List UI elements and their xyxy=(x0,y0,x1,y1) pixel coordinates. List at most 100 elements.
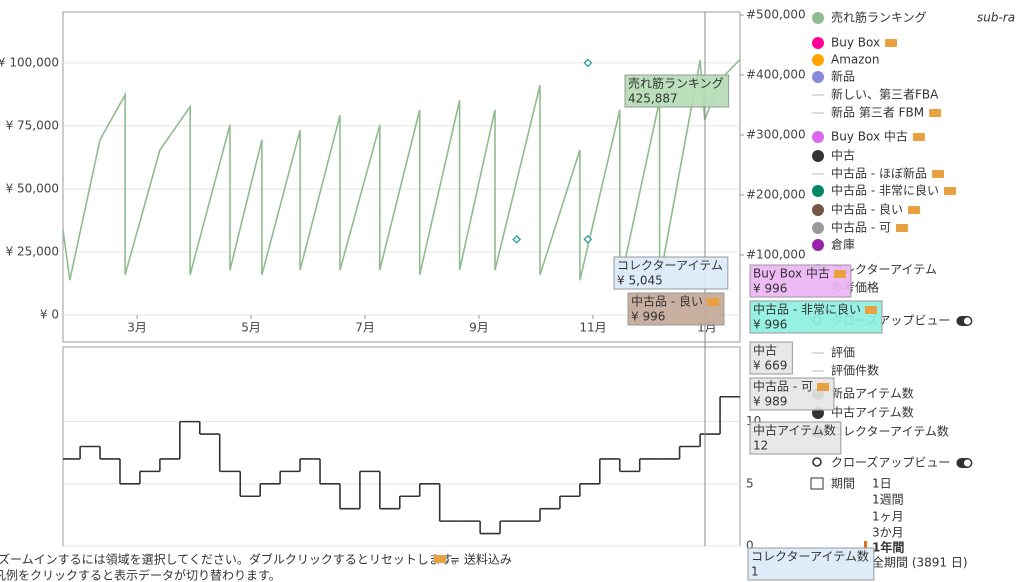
tooltip-box xyxy=(747,547,875,581)
truck-icon xyxy=(864,306,877,314)
tooltip-value: 12 xyxy=(753,439,768,453)
period-label: 期間 xyxy=(831,477,855,491)
truck-icon xyxy=(931,170,944,178)
tooltip-title: 中古 xyxy=(753,343,777,358)
period-option[interactable]: 1日 xyxy=(872,477,892,491)
truck-icon xyxy=(816,383,829,391)
truck-icon xyxy=(929,109,942,117)
tooltip-title: 中古品 - 非常に良い xyxy=(753,302,861,317)
legend-label[interactable]: 中古品 - 非常に良い xyxy=(831,183,939,198)
tooltip-box xyxy=(613,256,729,290)
legend-label[interactable]: 新品アイテム数 xyxy=(831,386,914,401)
legend-marker xyxy=(812,54,824,66)
legend-label[interactable]: 評価 xyxy=(831,345,855,360)
toggle-knob xyxy=(963,317,971,325)
data-point xyxy=(583,234,593,244)
tooltip-title: 中古品 - 可 xyxy=(753,379,813,394)
y-tick-label: ¥ 0 xyxy=(40,308,59,322)
closeup-label[interactable]: クローズアップビュー xyxy=(831,455,950,470)
tooltip-box xyxy=(624,74,730,108)
legend-marker xyxy=(812,204,824,216)
tooltip-value: ¥ 996 xyxy=(631,310,665,324)
shipping-note: = 送料込み xyxy=(450,552,512,567)
legend-marker xyxy=(812,185,824,197)
tooltip-value: ¥ 5,045 xyxy=(617,274,663,288)
x-tick-label: 7月 xyxy=(355,321,375,335)
y2-tick-label: #400,000 xyxy=(746,68,806,82)
period-option[interactable]: 1週間 xyxy=(872,493,904,507)
calendar-icon xyxy=(810,477,824,490)
tooltip: 中古¥ 669 xyxy=(749,341,793,375)
x-tick-label: 11月 xyxy=(579,321,606,335)
period-option[interactable]: 1年間 xyxy=(872,540,904,555)
y-tick-label: 0 xyxy=(746,539,754,553)
series-line xyxy=(62,58,741,286)
legend-label[interactable]: 倉庫 xyxy=(831,237,855,252)
legend-marker xyxy=(812,37,824,49)
search-icon xyxy=(812,457,822,467)
legend-marker xyxy=(812,71,824,83)
legend-label[interactable]: コレクターアイテム xyxy=(831,263,937,277)
legend-label[interactable]: 中古品 - 良い xyxy=(831,202,903,217)
tooltip-value: 425,887 xyxy=(628,92,678,106)
truck-icon xyxy=(895,224,908,232)
tooltip-box xyxy=(749,377,835,411)
zoom-hint: ズームインするには領域を選択してください。ダブルクリックするとリセットします。 xyxy=(0,552,464,567)
truck-icon xyxy=(943,187,956,195)
legend-marker xyxy=(812,239,824,251)
tooltip-title: 売れ筋ランキング xyxy=(628,76,724,91)
top-frame xyxy=(62,11,741,343)
toggle-knob xyxy=(963,459,971,467)
y-tick-label: 5 xyxy=(746,476,754,490)
legend-label[interactable]: コレクターアイテム数 xyxy=(831,424,949,439)
x-tick-label: 9月 xyxy=(469,321,489,335)
tooltip: Buy Box 中古¥ 996 xyxy=(749,264,852,298)
legend-label[interactable]: 評価件数 xyxy=(831,363,879,378)
tooltip-box xyxy=(749,341,793,375)
legend-label[interactable]: 中古 xyxy=(831,148,855,163)
tooltip-box xyxy=(749,300,883,334)
sort-label: sub-ra xyxy=(977,11,1015,25)
legend-label[interactable]: 売れ筋ランキング xyxy=(831,10,927,25)
y-tick-label: ¥ 75,000 xyxy=(6,118,59,132)
y2-tick-label: #500,000 xyxy=(746,8,806,22)
legend-label[interactable]: 中古品 - 可 xyxy=(831,220,891,235)
tooltip-box xyxy=(749,421,842,455)
tooltip: 中古品 - 非常に良い¥ 996 xyxy=(749,300,883,334)
tooltip-value: 1 xyxy=(751,565,759,579)
tooltip-title: 中古品 - 良い xyxy=(631,294,703,309)
legend-label[interactable]: 新品 xyxy=(831,69,855,84)
tooltip-value: ¥ 669 xyxy=(753,359,787,373)
legend-label[interactable]: 新しい、第三者FBA xyxy=(831,87,939,102)
tooltip-value: ¥ 996 xyxy=(753,318,787,332)
y-tick-label: ¥ 50,000 xyxy=(6,181,59,195)
tooltip: 中古品 - 可¥ 989 xyxy=(749,377,835,411)
legend-label[interactable]: Buy Box xyxy=(831,36,880,50)
tooltip: コレクターアイテム¥ 5,045 xyxy=(613,256,729,290)
truck-icon xyxy=(885,39,898,47)
y-tick-label: ¥ 25,000 xyxy=(6,244,59,258)
legend-marker xyxy=(812,222,824,234)
legend-label[interactable]: Amazon xyxy=(831,53,880,67)
legend-marker xyxy=(812,150,824,162)
truck-icon xyxy=(912,133,925,141)
y2-tick-label: #300,000 xyxy=(746,128,806,142)
y2-tick-label: #100,000 xyxy=(746,248,806,262)
tooltip-title: コレクターアイテム xyxy=(617,259,723,273)
period-option[interactable]: 全期間 (3891 日) xyxy=(872,555,968,570)
truck-icon xyxy=(833,270,846,278)
legend-label[interactable]: Buy Box 中古 xyxy=(831,129,908,144)
tooltip-title: 中古アイテム数 xyxy=(753,423,836,438)
truck-icon xyxy=(706,298,719,306)
period-option[interactable]: 3か月 xyxy=(872,526,904,540)
truck-icon xyxy=(434,555,446,563)
legend-label[interactable]: 中古品 - ほぼ新品 xyxy=(831,166,927,181)
period-option[interactable]: 1ヶ月 xyxy=(872,510,904,524)
legend-label[interactable]: 新品 第三者 FBM xyxy=(831,105,924,120)
y2-tick-label: #200,000 xyxy=(746,188,806,202)
legend-label[interactable]: 中古アイテム数 xyxy=(831,405,914,420)
